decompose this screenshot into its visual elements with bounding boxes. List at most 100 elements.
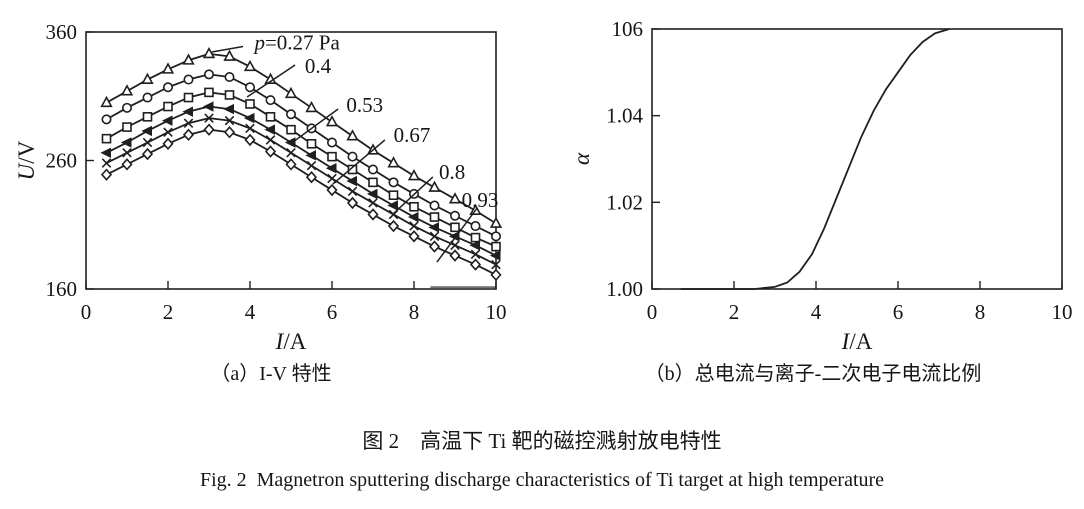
marker-triangle-open <box>182 53 195 65</box>
chart-b-caption: （b）总电流与离子-二次电子电流比例 <box>644 363 982 385</box>
y-tick-label: 106 <box>612 17 644 41</box>
marker-triangle-open <box>428 180 441 192</box>
marker-triangle-filled <box>182 106 193 117</box>
marker-circle-open <box>285 109 296 120</box>
annotation-leader <box>332 139 386 185</box>
marker-diamond-open <box>100 168 113 181</box>
marker-circle-open <box>347 151 358 162</box>
annotation-leader <box>246 64 296 98</box>
marker-triangle-filled <box>100 147 111 158</box>
marker-triangle-open <box>243 59 257 72</box>
y-axis-title: U/V <box>14 140 39 180</box>
marker-triangle-filled <box>489 250 501 261</box>
chart-a-iv-characteristics: 0 2 4 6 8 10 160 260 360 I/A U/V p=0.27 Pa0.4 0.53 0.… <box>14 20 507 354</box>
marker-triangle-open <box>448 192 462 204</box>
annotation-leader <box>436 207 478 263</box>
marker-diamond-open <box>141 147 154 161</box>
marker-square-open <box>347 164 358 175</box>
annotation-label: 0.4 <box>305 54 332 78</box>
marker-triangle-open <box>141 72 154 84</box>
marker-triangle-open <box>325 115 339 127</box>
marker-x <box>368 198 378 208</box>
marker-triangle-filled <box>387 200 398 211</box>
chart-b-current-ratio: 0 2 4 6 8 10 1.00 1.02 1.04 106 I/A α <box>569 17 1073 354</box>
marker-square-open <box>183 92 194 103</box>
marker-circle-open <box>265 95 276 106</box>
marker-x <box>491 259 501 270</box>
x-tick-label: 6 <box>893 300 904 324</box>
marker-square-open <box>142 112 153 122</box>
marker-x <box>265 135 276 145</box>
marker-diamond-open <box>203 123 215 136</box>
marker-square-open <box>450 222 460 233</box>
series-line-0 <box>680 28 950 290</box>
marker-square-open <box>327 151 337 162</box>
annotation-label: 0.53 <box>346 93 383 117</box>
chart-a-caption: （a）I-V 特性 <box>210 363 332 385</box>
marker-triangle-open <box>305 100 318 113</box>
annotation-label: p=0.27 Pa <box>252 30 340 54</box>
marker-triangle-open <box>407 169 421 181</box>
chart-a-panel: 0 2 4 6 8 10 160 260 360 I/A U/V p=0.27 Pa 0.4 0.53 0.… <box>0 2 542 388</box>
marker-circle-open <box>245 82 256 93</box>
marker-triangle-filled <box>346 175 357 187</box>
marker-triangle-filled <box>428 222 439 233</box>
marker-diamond-open <box>264 145 277 158</box>
y-tick-label: 160 <box>46 277 78 301</box>
marker-square-open <box>409 201 419 212</box>
marker-circle-open <box>142 92 153 103</box>
marker-triangle-filled <box>141 125 152 137</box>
annotation-label: 0.8 <box>439 160 465 184</box>
marker-x <box>245 123 255 134</box>
y-axis-title: α <box>569 152 594 165</box>
marker-x <box>204 113 214 123</box>
marker-diamond-open <box>121 158 133 171</box>
marker-diamond-open <box>326 183 338 197</box>
marker-triangle-open <box>223 49 236 61</box>
marker-x <box>347 186 358 197</box>
marker-triangle-open <box>489 216 503 228</box>
marker-x <box>327 173 337 184</box>
marker-square-open <box>265 112 276 122</box>
marker-circle-open <box>122 102 133 113</box>
plot-frame <box>651 28 1063 290</box>
marker-square-open <box>388 190 399 200</box>
x-tick-label: 0 <box>81 300 92 324</box>
x-tick-label: 10 <box>1052 300 1073 324</box>
marker-x <box>183 118 194 129</box>
marker-square-open <box>224 90 235 100</box>
marker-triangle-filled <box>161 115 173 126</box>
marker-triangle-open <box>100 95 113 108</box>
marker-square-open <box>429 212 440 222</box>
marker-circle-open <box>470 221 481 232</box>
marker-diamond-open <box>367 208 379 221</box>
x-tick-label: 2 <box>729 300 740 324</box>
annotation-leader <box>289 108 339 145</box>
marker-square-open <box>470 232 481 243</box>
series-line-4 <box>106 117 497 266</box>
marker-circle-open <box>490 231 501 242</box>
marker-triangle-open <box>284 86 298 99</box>
marker-circle-open <box>101 114 112 125</box>
marker-diamond-open <box>162 137 174 150</box>
marker-triangle-open <box>346 129 359 141</box>
marker-circle-open <box>183 74 194 85</box>
marker-square-open <box>163 101 173 112</box>
marker-triangle-filled <box>202 101 214 112</box>
marker-square-open <box>306 138 317 149</box>
marker-triangle-filled <box>407 211 419 223</box>
marker-diamond-open <box>346 196 359 210</box>
marker-square-open <box>122 122 132 132</box>
annotation-label: 0.93 <box>462 188 499 212</box>
y-tick-label: 1.04 <box>606 104 643 128</box>
marker-triangle-open <box>264 72 277 84</box>
svg-text:U/V: U/V <box>14 140 39 180</box>
annotation-leader <box>392 176 434 215</box>
series-line-0 <box>106 52 497 225</box>
marker-circle-open <box>204 69 215 80</box>
marker-triangle-open <box>202 46 216 59</box>
svg-text:α: α <box>569 152 594 165</box>
marker-square-open <box>204 87 214 98</box>
marker-circle-open <box>429 200 440 211</box>
marker-circle-open <box>163 82 174 93</box>
